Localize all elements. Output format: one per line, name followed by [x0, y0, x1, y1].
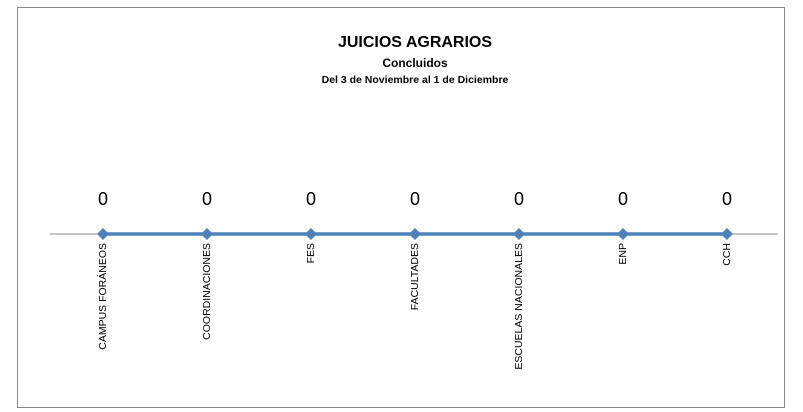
data-label: 0 [618, 189, 628, 209]
chart-subtitle: Concluidos [382, 56, 448, 70]
x-tick-label: FES [305, 243, 317, 263]
data-label: 0 [514, 189, 524, 209]
data-point [409, 228, 421, 240]
x-tick-label: CAMPUS FORÁNEOS [96, 243, 109, 350]
data-label: 0 [202, 189, 212, 209]
data-label: 0 [410, 189, 420, 209]
chart-border [17, 7, 785, 408]
x-tick-label: ENP [617, 243, 629, 265]
data-point [721, 228, 733, 240]
x-tick-label: FACULTADES [409, 243, 421, 310]
chart-title: JUICIOS AGRARIOS [338, 34, 492, 51]
data-point [305, 228, 317, 240]
data-point [201, 228, 213, 240]
data-label: 0 [306, 189, 316, 209]
x-tick-label: CCH [721, 243, 733, 266]
data-label: 0 [722, 189, 732, 209]
chart-subtitle: Del 3 de Noviembre al 1 de Diciembre [322, 74, 509, 86]
data-point [617, 228, 629, 240]
data-point [97, 228, 109, 240]
x-tick-label: ESCUELAS NACIONALES [513, 243, 525, 370]
data-label: 0 [98, 189, 108, 209]
data-point [513, 228, 525, 240]
x-tick-label: COORDINACIONES [201, 243, 213, 340]
